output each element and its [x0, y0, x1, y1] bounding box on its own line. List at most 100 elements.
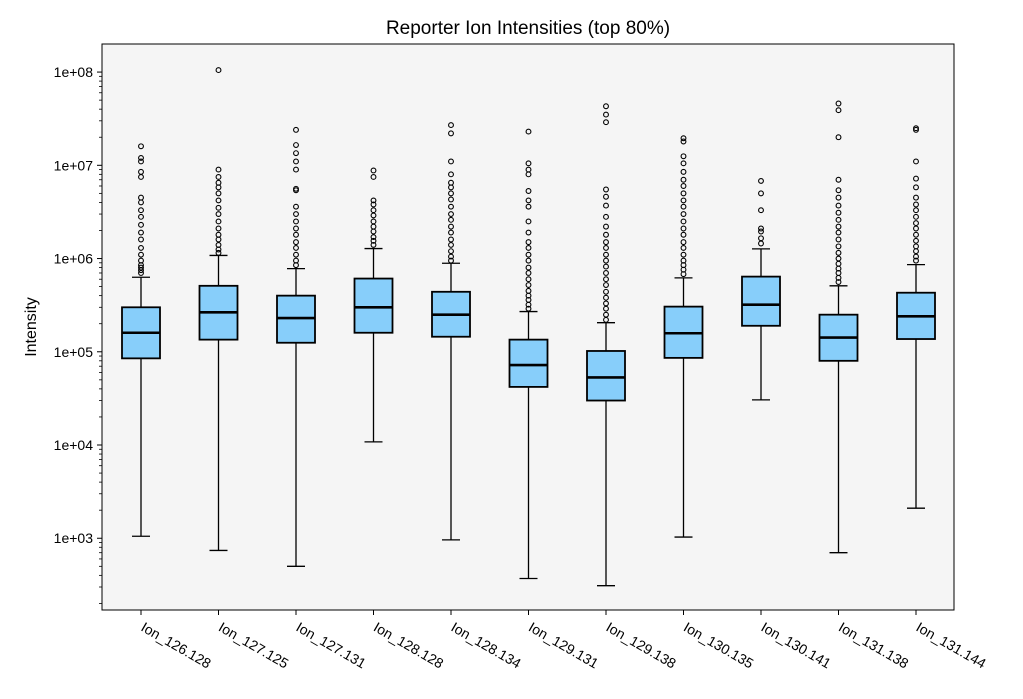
outlier-point: [835, 249, 842, 256]
outlier-point: [525, 287, 532, 294]
outlier-point: [138, 154, 144, 161]
outlier-point: [525, 197, 532, 204]
outlier-point: [448, 216, 454, 223]
outlier-point: [293, 225, 299, 232]
box-iqr: [508, 338, 549, 388]
outlier-point: [758, 177, 764, 184]
outlier-point: [293, 166, 299, 173]
box-group: [198, 67, 239, 552]
outlier-point: [835, 255, 842, 262]
outlier-point: [525, 276, 532, 283]
outlier-point: [138, 244, 144, 251]
outlier-point: [525, 239, 532, 246]
outlier-point: [680, 153, 687, 160]
outlier-point: [448, 158, 454, 165]
outlier-point: [603, 294, 609, 301]
outlier-point: [215, 218, 222, 225]
outlier-point: [525, 218, 532, 225]
outlier-point: [215, 179, 222, 186]
outlier-point: [138, 194, 144, 201]
outlier-point: [448, 190, 454, 197]
box-group: [431, 122, 471, 541]
outlier-point: [680, 239, 687, 246]
outlier-point: [293, 257, 299, 264]
outlier-point: [525, 264, 532, 271]
outlier-point: [293, 185, 299, 192]
outlier-point: [448, 171, 454, 178]
box-iqr: [741, 275, 781, 327]
outlier-point: [370, 201, 377, 208]
outlier-point: [215, 166, 222, 173]
outlier-point: [835, 243, 842, 250]
outlier-point: [138, 143, 144, 150]
outlier-point: [370, 207, 377, 214]
outlier-point: [835, 279, 842, 285]
outlier-point: [138, 168, 144, 175]
outlier-point: [913, 225, 919, 232]
outlier-point: [603, 231, 609, 238]
outlier-point: [293, 142, 299, 148]
outlier-point: [758, 225, 764, 232]
outlier-point: [138, 207, 144, 214]
outlier-point: [603, 270, 609, 276]
outlier-point: [293, 239, 299, 246]
outlier-point: [603, 263, 609, 270]
outlier-point: [525, 270, 532, 276]
outlier-point: [758, 235, 764, 242]
outlier-point: [680, 257, 687, 264]
box-iqr: [586, 350, 626, 402]
outlier-point: [448, 257, 454, 264]
outlier-point: [603, 103, 609, 110]
outlier-point: [603, 300, 609, 307]
outlier-point: [448, 229, 454, 236]
outlier-point: [525, 229, 532, 236]
outlier-point: [215, 67, 222, 74]
outlier-point: [448, 122, 454, 129]
outlier-point: [138, 213, 144, 220]
y-tick-label: 1e+03: [54, 530, 94, 546]
outlier-point: [835, 107, 842, 114]
outlier-point: [370, 167, 377, 174]
outlier-point: [525, 203, 532, 210]
outlier-point: [293, 231, 299, 238]
outlier-point: [370, 174, 377, 180]
outlier-point: [913, 231, 919, 238]
outlier-point: [138, 221, 144, 228]
outlier-point: [913, 257, 919, 264]
outlier-point: [835, 194, 842, 201]
outlier-point: [448, 203, 454, 210]
outlier-point: [913, 158, 919, 165]
y-tick-label: 1e+07: [54, 157, 94, 173]
outlier-point: [603, 111, 609, 118]
outlier-point: [215, 204, 222, 211]
y-axis-label: Intensity: [23, 297, 40, 357]
y-tick-label: 1e+06: [54, 251, 94, 267]
outlier-point: [680, 231, 687, 238]
outlier-point: [138, 236, 144, 243]
outlier-point: [370, 218, 377, 225]
outlier-point: [835, 209, 842, 216]
outlier-point: [680, 168, 687, 175]
outlier-point: [680, 138, 687, 145]
outlier-point: [913, 184, 919, 191]
outlier-point: [913, 194, 919, 201]
outlier-point: [525, 257, 532, 264]
outlier-point: [293, 218, 299, 225]
outlier-point: [215, 174, 222, 180]
box-group: [121, 143, 161, 537]
outlier-point: [913, 125, 919, 132]
outlier-point: [835, 202, 842, 209]
outlier-point: [835, 100, 842, 107]
outlier-point: [525, 251, 532, 258]
outlier-point: [293, 244, 299, 251]
outlier-point: [603, 186, 609, 193]
outlier-point: [603, 193, 609, 200]
outlier-point: [835, 187, 842, 194]
box-group: [818, 100, 859, 554]
outlier-point: [525, 244, 532, 251]
outlier-point: [680, 203, 687, 210]
outlier-point: [525, 160, 532, 167]
box-group: [508, 128, 549, 580]
outlier-point: [215, 249, 222, 256]
box-iqr: [353, 277, 394, 334]
